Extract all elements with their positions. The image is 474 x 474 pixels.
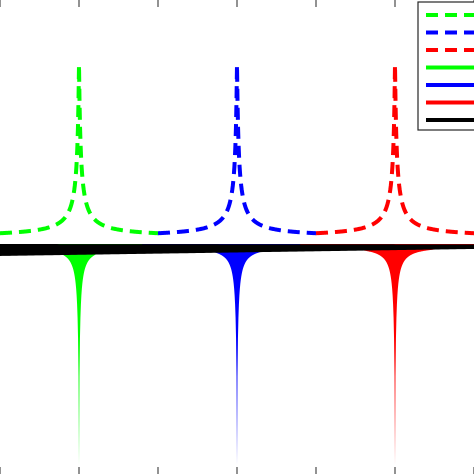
series-fill-3	[0, 244, 474, 256]
series-fill-1	[142, 244, 332, 466]
series-fill-0	[0, 244, 174, 466]
legend	[417, 1, 474, 131]
series-dashed-2	[315, 64, 474, 236]
filled-series-group	[0, 244, 474, 466]
series-fill-2	[300, 244, 474, 466]
series-dashed-1	[157, 64, 317, 236]
series-dashed-0	[0, 64, 159, 236]
dashed-series-group	[0, 64, 474, 236]
